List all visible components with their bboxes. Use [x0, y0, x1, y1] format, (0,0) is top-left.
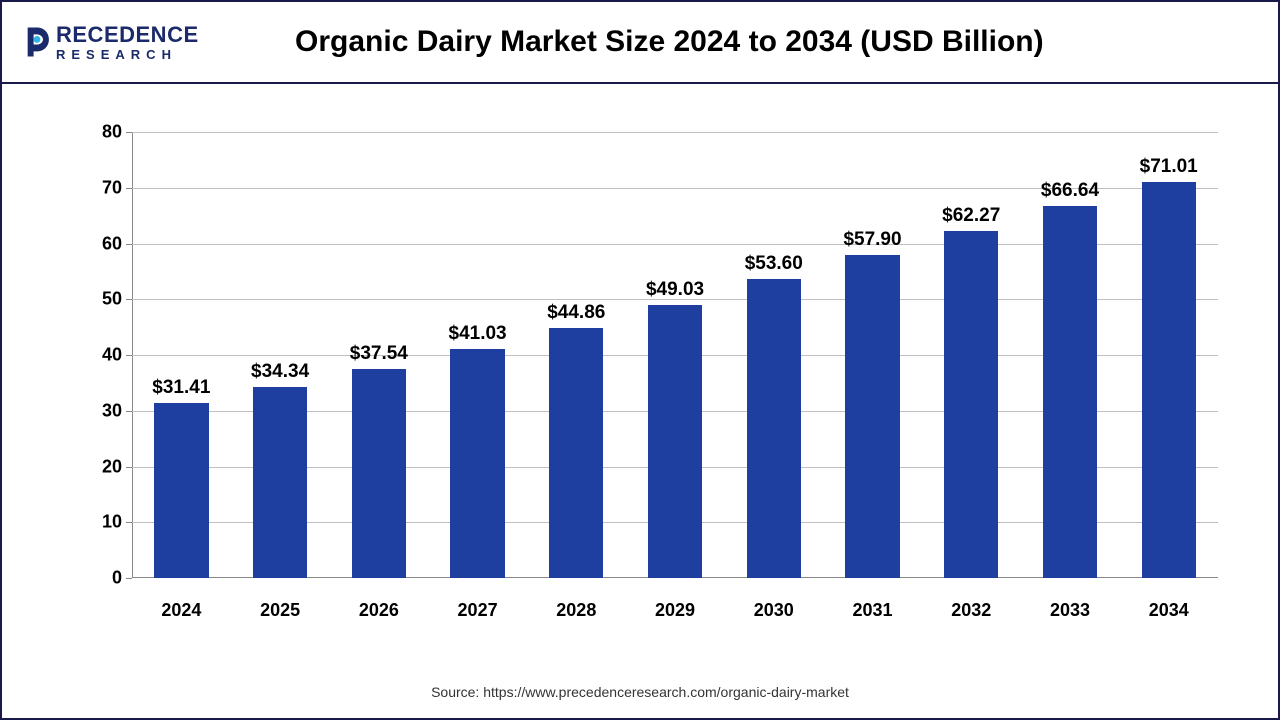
x-tick-label: 2029 [626, 588, 725, 638]
bar-slot: $53.60 [724, 132, 823, 578]
x-tick-label: 2032 [922, 588, 1021, 638]
bar-value-label: $44.86 [547, 302, 605, 324]
header: RECEDENCE RESEARCH Organic Dairy Market … [2, 2, 1278, 84]
bar-value-label: $41.03 [449, 323, 507, 345]
x-tick-label: 2026 [329, 588, 428, 638]
bar-value-label: $49.03 [646, 279, 704, 301]
x-tick-label: 2033 [1021, 588, 1120, 638]
logo-top-text: RECEDENCE [56, 24, 199, 46]
x-tick-label: 2027 [428, 588, 527, 638]
bar-value-label: $71.01 [1140, 156, 1198, 178]
y-tick-label: 30 [102, 400, 122, 421]
bar-slot: $37.54 [329, 132, 428, 578]
bar [747, 279, 801, 578]
bar-value-label: $53.60 [745, 253, 803, 275]
bar-value-label: $57.90 [843, 229, 901, 251]
bar-value-label: $62.27 [942, 205, 1000, 227]
y-tick-label: 40 [102, 345, 122, 366]
y-tick-label: 60 [102, 233, 122, 254]
chart-frame: RECEDENCE RESEARCH Organic Dairy Market … [0, 0, 1280, 720]
y-tick-label: 50 [102, 289, 122, 310]
x-tick-label: 2031 [823, 588, 922, 638]
bars-container: $31.41 $34.34 $37.54 $41.03 $44.86 $49.03 $53.… [132, 132, 1218, 578]
logo: RECEDENCE RESEARCH [20, 24, 199, 61]
logo-bottom-text: RESEARCH [56, 48, 199, 61]
chart-title: Organic Dairy Market Size 2024 to 2034 (… [199, 25, 1260, 59]
bar-slot: $44.86 [527, 132, 626, 578]
plot-area: 01020304050607080 $31.41$34.34$37.54$41.… [132, 132, 1218, 578]
bar-slot: $66.64 [1021, 132, 1120, 578]
bar [648, 305, 702, 578]
bar [1142, 182, 1196, 578]
y-tick-label: 20 [102, 456, 122, 477]
bar-value-label: $34.34 [251, 361, 309, 383]
bar-value-label: $66.64 [1041, 180, 1099, 202]
bar [352, 369, 406, 578]
y-tick-label: 70 [102, 177, 122, 198]
bar [253, 387, 307, 578]
bar-slot: $62.27 [922, 132, 1021, 578]
x-tick-label: 2028 [527, 588, 626, 638]
bar-slot: $41.03 [428, 132, 527, 578]
x-labels: 2024202520262027202820292030203120322033… [132, 588, 1218, 638]
bar-slot: $71.01 [1119, 132, 1218, 578]
bar [845, 255, 899, 578]
bar-slot: $31.41 [132, 132, 231, 578]
bar [450, 349, 504, 578]
x-tick-label: 2024 [132, 588, 231, 638]
bar-value-label: $31.41 [152, 377, 210, 399]
bar-slot: $34.34 [231, 132, 330, 578]
x-tick-label: 2030 [724, 588, 823, 638]
bar-value-label: $37.54 [350, 343, 408, 365]
y-tick-label: 0 [112, 568, 122, 589]
source-text: Source: https://www.precedenceresearch.c… [2, 684, 1278, 700]
bar [154, 403, 208, 578]
logo-mark-icon [20, 25, 54, 59]
logo-text: RECEDENCE RESEARCH [56, 24, 199, 61]
bar [1043, 206, 1097, 578]
bar-slot: $57.90 [823, 132, 922, 578]
bar-slot: $49.03 [626, 132, 725, 578]
x-tick-label: 2034 [1119, 588, 1218, 638]
x-tick-label: 2025 [231, 588, 330, 638]
y-tick [126, 578, 132, 579]
y-tick-label: 80 [102, 122, 122, 143]
bar [549, 328, 603, 578]
y-tick-label: 10 [102, 512, 122, 533]
chart-area: 01020304050607080 $31.41$34.34$37.54$41.… [52, 132, 1228, 638]
bar [944, 231, 998, 578]
